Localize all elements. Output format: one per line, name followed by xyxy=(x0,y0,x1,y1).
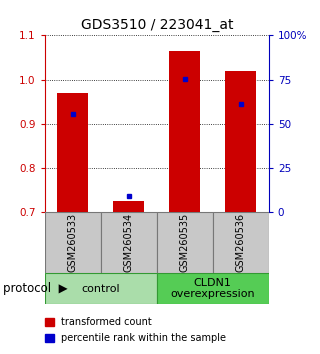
Bar xyxy=(45,273,157,304)
Title: GDS3510 / 223041_at: GDS3510 / 223041_at xyxy=(81,18,233,32)
Text: control: control xyxy=(82,284,120,293)
Bar xyxy=(45,212,101,273)
Bar xyxy=(213,212,269,273)
Bar xyxy=(101,212,157,273)
Bar xyxy=(169,51,200,212)
Bar xyxy=(225,71,256,212)
Text: GSM260536: GSM260536 xyxy=(236,213,246,272)
Bar xyxy=(113,201,144,212)
Text: percentile rank within the sample: percentile rank within the sample xyxy=(61,333,226,343)
Text: GSM260535: GSM260535 xyxy=(180,213,190,272)
Text: CLDN1
overexpression: CLDN1 overexpression xyxy=(171,278,255,299)
Bar xyxy=(157,273,269,304)
Bar xyxy=(57,93,88,212)
Text: protocol  ▶: protocol ▶ xyxy=(3,282,68,295)
Text: GSM260533: GSM260533 xyxy=(68,213,78,272)
Bar xyxy=(157,212,213,273)
Text: GSM260534: GSM260534 xyxy=(124,213,134,272)
Text: transformed count: transformed count xyxy=(61,317,152,327)
